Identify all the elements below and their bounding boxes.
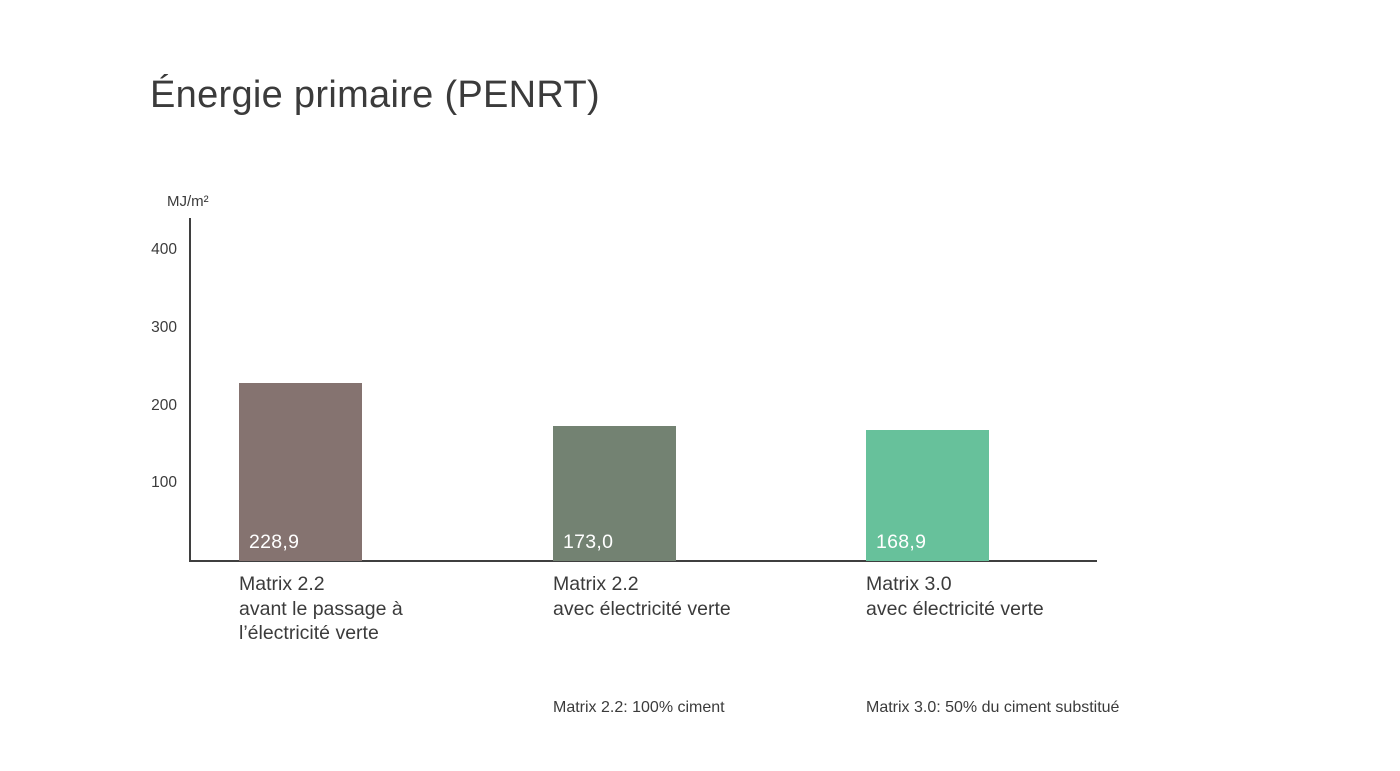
y-tick-label: 400 bbox=[151, 241, 177, 258]
page-title: Énergie primaire (PENRT) bbox=[150, 74, 600, 116]
y-axis-line bbox=[189, 218, 191, 561]
y-axis-unit-label: MJ/m² bbox=[167, 193, 209, 210]
footnote-matrix-2-2: Matrix 2.2: 100% ciment bbox=[553, 699, 725, 716]
category-label-matrix-2-2-electricite-verte: Matrix 2.2 avec électricité verte bbox=[553, 572, 731, 621]
category-line: Matrix 2.2 bbox=[239, 573, 325, 595]
bar-value-label: 168,9 bbox=[876, 531, 927, 553]
category-line: avec électricité verte bbox=[553, 597, 731, 620]
category-label-matrix-3-0-electricite-verte: Matrix 3.0 avec électricité verte bbox=[866, 572, 1044, 621]
bar-matrix-2-2-avant: 228,9 bbox=[239, 383, 362, 561]
category-line: avec électricité verte bbox=[866, 597, 1044, 620]
category-line: Matrix 2.2 bbox=[553, 573, 639, 595]
bar-value-label: 173,0 bbox=[563, 531, 614, 553]
y-tick-label: 100 bbox=[151, 474, 177, 491]
category-label-matrix-2-2-avant: Matrix 2.2 avant le passage à l’électric… bbox=[239, 572, 403, 646]
footnote-matrix-3-0: Matrix 3.0: 50% du ciment substitué bbox=[866, 699, 1120, 716]
category-line: avant le passage à bbox=[239, 597, 403, 620]
bar-matrix-3-0-electricite-verte: 168,9 bbox=[866, 430, 989, 561]
bar-value-label: 228,9 bbox=[249, 531, 300, 553]
y-tick-label: 200 bbox=[151, 397, 177, 414]
category-line: l’électricité verte bbox=[239, 622, 379, 644]
bar-matrix-2-2-electricite-verte: 173,0 bbox=[553, 426, 676, 561]
y-tick-label: 300 bbox=[151, 319, 177, 336]
category-line: Matrix 3.0 bbox=[866, 573, 952, 595]
